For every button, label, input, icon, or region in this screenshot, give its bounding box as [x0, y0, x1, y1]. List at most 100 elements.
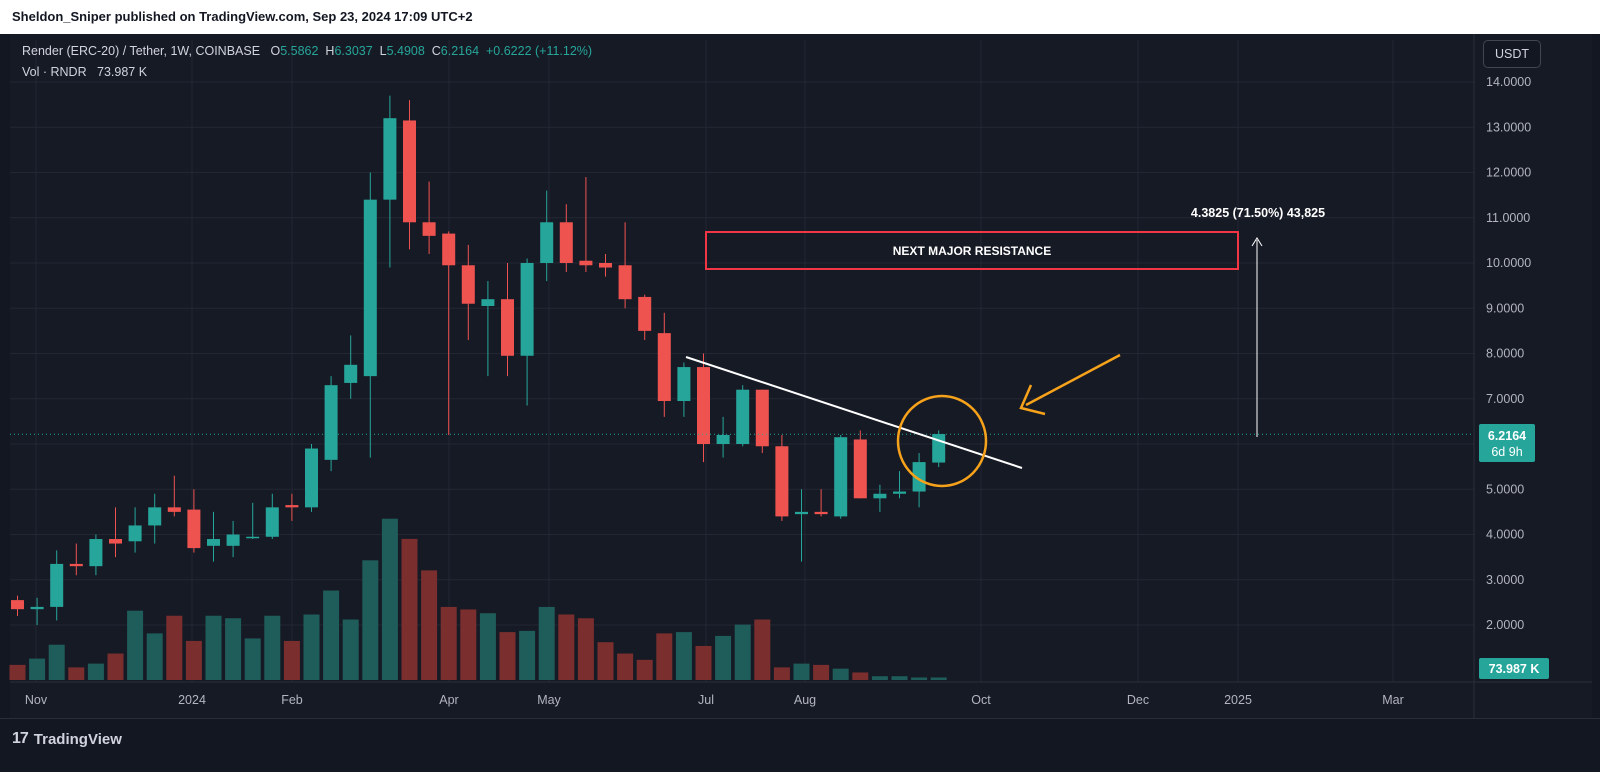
volume-bar: [185, 640, 202, 680]
x-tick-label: Feb: [281, 693, 303, 707]
candle-body[interactable]: [912, 462, 926, 492]
candle-body[interactable]: [305, 448, 318, 508]
volume-bar: [362, 560, 379, 680]
trendline[interactable]: [685, 356, 1023, 469]
volume-bar: [519, 630, 536, 680]
candle-body[interactable]: [657, 333, 671, 402]
volume-bar: [421, 570, 438, 680]
volume-bar: [225, 618, 242, 680]
low-value: 5.4908: [386, 44, 425, 58]
candle-body[interactable]: [540, 222, 554, 263]
candle-body[interactable]: [187, 509, 201, 549]
candle-body[interactable]: [324, 385, 338, 460]
volume-bar: [773, 667, 790, 680]
volume-bar: [146, 633, 163, 680]
candle-body[interactable]: [11, 600, 24, 610]
y-tick-label: 5.0000: [1486, 482, 1524, 496]
price-badge: [1479, 424, 1535, 462]
volume-bar: [597, 642, 614, 680]
volume-bar: [558, 614, 575, 680]
volume-bar: [342, 619, 359, 680]
candle-body[interactable]: [814, 511, 828, 515]
candle-body[interactable]: [481, 299, 495, 306]
volume-bar: [9, 664, 26, 680]
volume-bar: [656, 633, 673, 680]
candle-body[interactable]: [834, 437, 848, 517]
candle-body[interactable]: [89, 539, 103, 567]
volume-bar: [29, 658, 46, 680]
volume-bar: [617, 653, 634, 680]
candle-body[interactable]: [873, 493, 887, 499]
volume-bar: [401, 538, 418, 680]
volume-bar: [734, 624, 751, 680]
publish-banner: Sheldon_Sniper published on TradingView.…: [0, 0, 1600, 34]
candle-body[interactable]: [501, 299, 514, 356]
volume-bar: [479, 613, 496, 680]
candle-body[interactable]: [226, 534, 240, 546]
x-tick-label: Nov: [25, 693, 48, 707]
candle-body[interactable]: [422, 222, 436, 236]
x-tick-label: 2025: [1224, 693, 1252, 707]
candle-body[interactable]: [559, 222, 573, 263]
candle-body[interactable]: [207, 539, 220, 546]
candle-body[interactable]: [128, 525, 142, 542]
volume-bar: [107, 653, 124, 680]
candle-body[interactable]: [893, 491, 906, 494]
open-label: O: [270, 44, 281, 58]
chart-area[interactable]: [10, 34, 1592, 718]
candle-body[interactable]: [599, 263, 612, 268]
y-tick-label: 10.0000: [1486, 256, 1531, 270]
candle-body[interactable]: [736, 389, 750, 444]
candle-body[interactable]: [383, 118, 397, 200]
candle-body[interactable]: [167, 507, 181, 512]
candle-body[interactable]: [344, 364, 358, 383]
candle-body[interactable]: [716, 434, 730, 444]
volume-bar: [87, 663, 104, 680]
candle-body[interactable]: [109, 539, 122, 544]
candle-body[interactable]: [853, 439, 867, 499]
volume-bar: [264, 615, 281, 680]
volume-value: 73.987 K: [97, 65, 148, 79]
tradingview-logo[interactable]: 17 TradingView: [12, 730, 122, 748]
candle-body[interactable]: [618, 265, 632, 300]
volume-bar: [911, 677, 928, 680]
volume-legend: Vol · RNDR 73.987 K: [22, 65, 147, 79]
candle-body[interactable]: [69, 563, 83, 567]
candle-body[interactable]: [265, 507, 279, 537]
candle-body[interactable]: [677, 367, 691, 402]
volume-bar: [577, 618, 594, 680]
currency-button[interactable]: USDT: [1483, 40, 1541, 68]
footer-bar: [0, 718, 1600, 772]
candle-body[interactable]: [285, 505, 299, 508]
price-badge-countdown: 6d 9h: [1491, 445, 1522, 459]
candle-body[interactable]: [775, 446, 789, 517]
highlight-circle[interactable]: [896, 394, 988, 488]
candle-body[interactable]: [638, 296, 652, 331]
pointer-arrowhead: [1019, 384, 1046, 416]
candle-body[interactable]: [795, 511, 808, 515]
candle-body[interactable]: [363, 199, 377, 377]
pointer-arrow[interactable]: [1025, 353, 1121, 407]
y-tick-label: 3.0000: [1486, 573, 1524, 587]
volume-bar: [636, 659, 653, 680]
volume-bar: [715, 635, 732, 680]
candle-body[interactable]: [520, 263, 534, 356]
candle-body[interactable]: [461, 265, 475, 304]
y-tick-label: 2.0000: [1486, 618, 1524, 632]
candle-body[interactable]: [30, 606, 44, 610]
candle-body[interactable]: [246, 536, 260, 539]
open-value: 5.5862: [280, 44, 319, 58]
candle-body[interactable]: [697, 367, 710, 444]
candle-body[interactable]: [403, 120, 416, 223]
candle-body[interactable]: [50, 563, 64, 607]
y-tick-label: 12.0000: [1486, 166, 1531, 180]
candle-body[interactable]: [755, 389, 769, 447]
candle-body[interactable]: [579, 260, 593, 266]
publish-info: Sheldon_Sniper published on TradingView.…: [12, 9, 473, 24]
x-tick-label: Aug: [794, 693, 816, 707]
resistance-box[interactable]: [705, 231, 1239, 270]
candle-body[interactable]: [442, 233, 456, 266]
candle-body[interactable]: [148, 507, 162, 526]
x-tick-label: Apr: [439, 693, 458, 707]
